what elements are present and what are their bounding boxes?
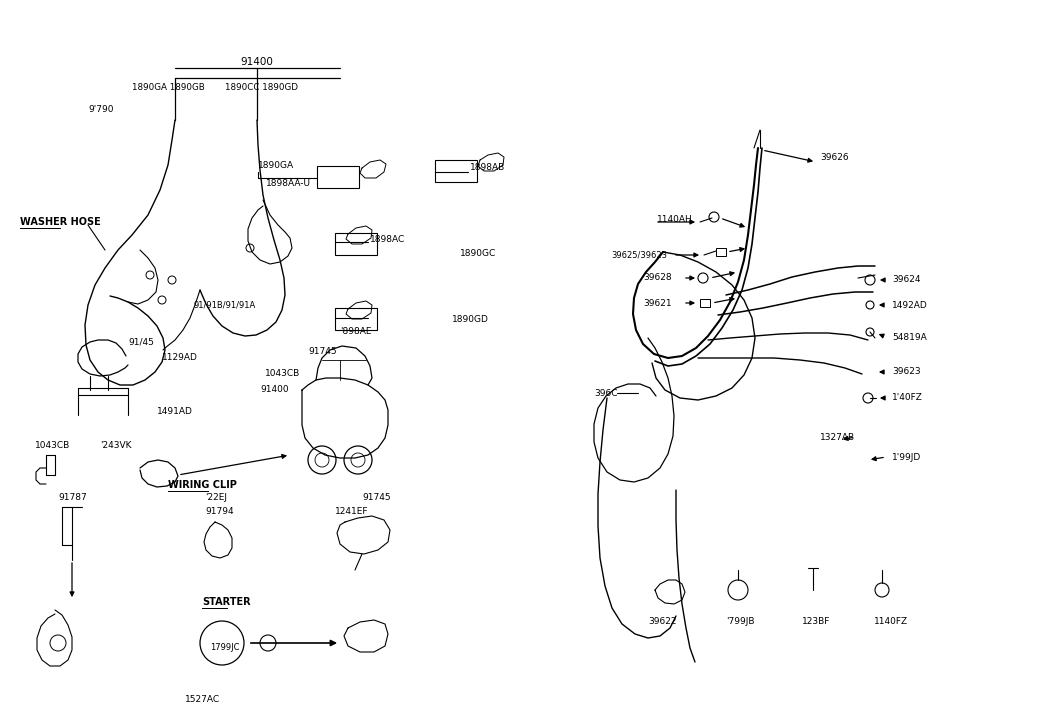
Text: 91400: 91400 (260, 385, 289, 395)
Text: 54819A: 54819A (892, 332, 927, 342)
Text: 91745: 91745 (362, 492, 390, 502)
Text: 1890GC: 1890GC (460, 249, 496, 259)
Text: 39624: 39624 (892, 276, 921, 284)
Text: 1043CB: 1043CB (35, 441, 70, 449)
Text: 39622: 39622 (648, 617, 676, 627)
Text: 91/45: 91/45 (128, 337, 154, 347)
Bar (701, 299, 710, 307)
Text: 39626: 39626 (820, 153, 848, 163)
Text: 1527AC: 1527AC (185, 696, 220, 704)
Text: 9'790: 9'790 (88, 105, 114, 114)
Bar (435, 160, 477, 182)
Bar (317, 166, 359, 188)
Text: 91745: 91745 (308, 348, 337, 356)
Text: 91400: 91400 (240, 57, 273, 67)
Text: '243VK: '243VK (100, 441, 132, 449)
Text: 91787: 91787 (58, 492, 87, 502)
Text: 1129AD: 1129AD (162, 353, 198, 363)
Text: 1'99JD: 1'99JD (892, 452, 922, 462)
Text: 1799JC: 1799JC (210, 643, 239, 653)
Text: 1327AB: 1327AB (820, 433, 855, 441)
Text: 39625/39623: 39625/39623 (611, 251, 667, 260)
Text: 39623: 39623 (892, 368, 921, 377)
Text: 1890GA 1890GB: 1890GA 1890GB (132, 84, 205, 92)
Text: WIRING CLIP: WIRING CLIP (168, 480, 237, 490)
Text: 1890CC 1890GD: 1890CC 1890GD (225, 84, 298, 92)
Text: 1890GA: 1890GA (258, 161, 294, 169)
Text: 1898AA-U: 1898AA-U (266, 179, 311, 188)
Text: 1'40FZ: 1'40FZ (892, 393, 923, 403)
Text: '799JB: '799JB (726, 617, 755, 627)
Text: 39628: 39628 (643, 273, 672, 283)
Text: 1898AC: 1898AC (370, 236, 405, 244)
Text: 123BF: 123BF (802, 617, 830, 627)
Text: '22EJ: '22EJ (205, 492, 227, 502)
Text: 1890GD: 1890GD (452, 316, 489, 324)
Text: 1043CB: 1043CB (265, 369, 300, 379)
Bar (335, 233, 377, 255)
Text: 1898AB: 1898AB (470, 164, 505, 172)
Text: 1241EF: 1241EF (335, 507, 369, 516)
Bar (716, 248, 726, 256)
Text: '898AE: '898AE (340, 327, 371, 337)
Text: 39621: 39621 (643, 299, 672, 308)
Text: 91794: 91794 (205, 507, 234, 516)
Text: 1491AD: 1491AD (157, 408, 192, 417)
Text: WASHER HOSE: WASHER HOSE (20, 217, 101, 227)
Bar (335, 308, 377, 330)
Text: 396C: 396C (594, 388, 618, 398)
Text: 1140AH: 1140AH (657, 215, 693, 225)
Text: 1492AD: 1492AD (892, 300, 928, 310)
Text: STARTER: STARTER (202, 597, 251, 607)
Text: 91/91B/91/91A: 91/91B/91/91A (193, 300, 255, 310)
Text: 1140FZ: 1140FZ (874, 617, 908, 627)
